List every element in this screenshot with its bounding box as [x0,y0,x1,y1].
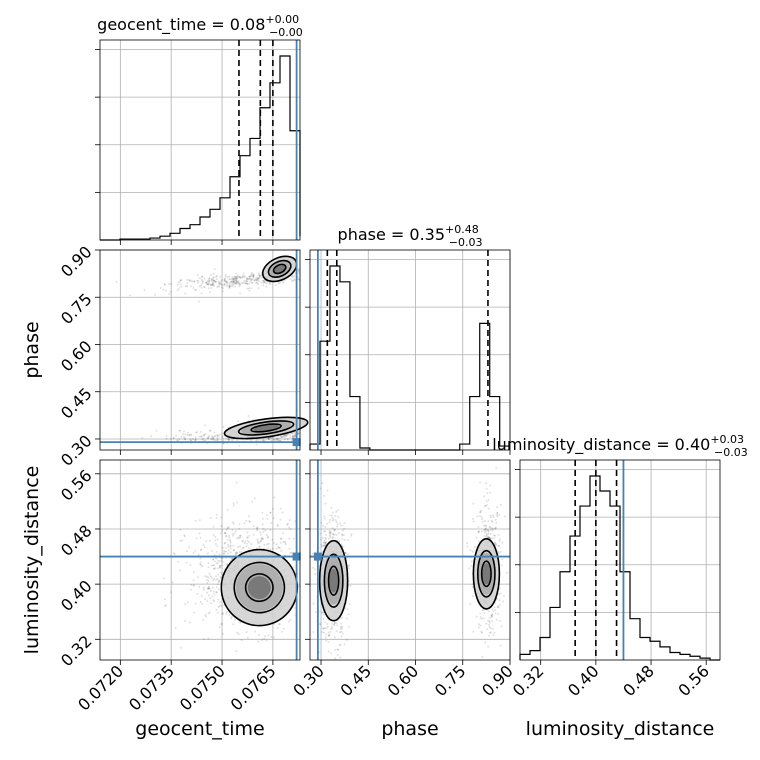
luminosity_distance-xtick-label: 0.48 [619,661,658,700]
geocent_time-xtick-label: 0.0750 [176,661,229,714]
luminosity_distance-xtick-label: 0.32 [509,661,548,700]
phase-title: phase = 0.35+0.48 −0.03 [338,223,483,249]
phase-xtick-label: 0.90 [478,661,517,700]
geocent_time-histogram [100,55,301,241]
luminosity_distance-xlabel: luminosity_distance [526,718,715,740]
phase-ytick-label: 0.30 [57,431,96,470]
panel-frame-0-2 [99,459,301,661]
truth-marker [292,552,301,561]
luminosity_distance-xtick-label: 0.40 [564,661,603,700]
luminosity_distance-ytick-label: 0.56 [57,466,96,505]
density-geocent_time-luminosity_distance [221,549,298,626]
truth-marker [313,552,322,561]
luminosity_distance-title: luminosity_distance = 0.40+0.03 −0.03 [492,433,748,459]
geocent_time-xtick-label: 0.0735 [125,661,178,714]
panel-frame-0-1 [99,249,301,451]
geocent_time-xtick-label: 0.0765 [227,661,280,714]
phase-xtick-label: 0.75 [431,661,470,700]
panel-frame-1-2 [309,459,511,661]
phase-ytick-label: 0.90 [57,242,96,281]
luminosity_distance-histogram [519,475,720,661]
contour-phase-luminosity_distance [318,539,349,622]
luminosity_distance-ytick-label: 0.40 [57,576,96,615]
phase-ytick-label: 0.75 [57,289,96,328]
phase-ytick-label: 0.45 [57,384,96,423]
panel-frame-2-2 [519,459,721,661]
luminosity_distance-xtick-label: 0.56 [674,661,713,700]
phase-ytick-label: 0.60 [57,337,96,376]
panel-frame-0-0 [99,39,301,241]
luminosity_distance-ytick-label: 0.48 [57,521,96,560]
luminosity_distance-ylabel: luminosity_distance [21,466,43,655]
luminosity_distance-ytick-label: 0.32 [57,632,96,671]
contour-geocent_time-phase [223,416,309,440]
geocent_time-title: geocent_time = 0.08+0.00 −0.00 [97,13,303,39]
phase-histogram [309,265,510,451]
phase-xtick-label: 0.60 [384,661,423,700]
grid-0-2 [100,460,300,660]
geocent_time-xtick-label: 0.0720 [74,661,127,714]
density-phase-luminosity_distance [319,540,348,621]
panel-frame-1-1 [309,249,511,451]
phase-xtick-label: 0.45 [336,661,375,700]
grid-0-0 [100,40,300,240]
truth-marker [292,438,301,447]
phase-ylabel: phase [21,321,43,378]
geocent_time-xlabel: geocent_time [135,718,264,740]
phase-xtick-label: 0.30 [289,661,328,700]
phase-xlabel: phase [381,718,438,740]
contour-phase-luminosity_distance [472,537,501,610]
